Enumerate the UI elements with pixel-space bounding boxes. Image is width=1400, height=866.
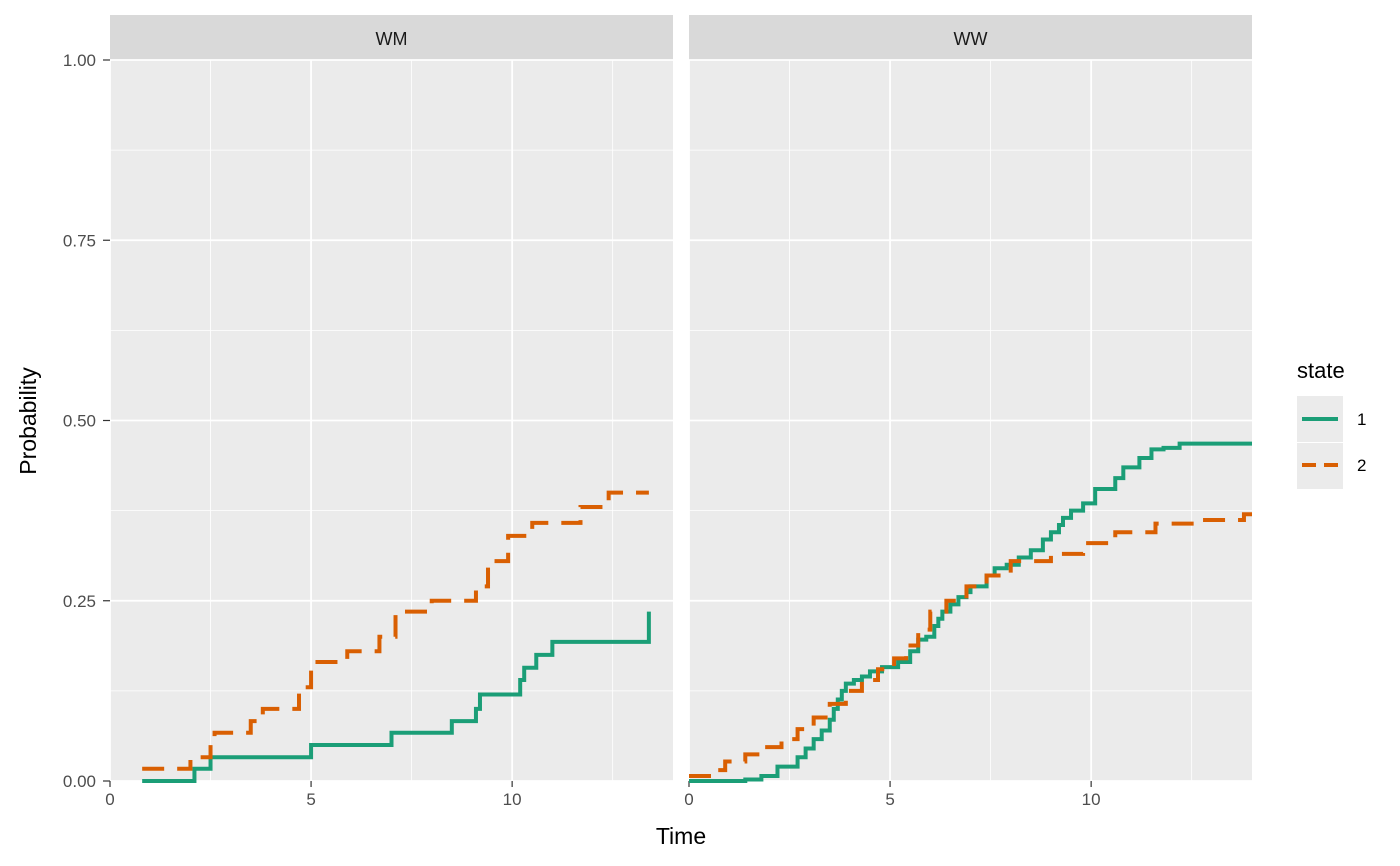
panel-wm: WM 0 5 10 [105, 15, 673, 809]
x-axis-title: Time [656, 823, 706, 849]
series-2-step-line [689, 512, 1252, 778]
x-tick-label: 5 [306, 790, 315, 809]
y-tick-label: 0.50 [63, 412, 96, 431]
strip-background [689, 15, 1252, 60]
y-axis-tick-labels: 0.00 0.25 0.50 0.75 1.00 [63, 51, 110, 791]
y-tick-label: 1.00 [63, 51, 96, 70]
strip-label: WW [954, 29, 988, 49]
strip-background [110, 15, 673, 60]
x-tick-label: 10 [1082, 790, 1101, 809]
series-2-step-line [142, 490, 649, 771]
legend-label-2: 2 [1357, 456, 1366, 475]
x-tick-label: 0 [105, 790, 114, 809]
y-axis-title: Probability [15, 367, 41, 475]
legend-title: state [1297, 358, 1345, 383]
series-1-step-line [689, 441, 1252, 783]
panel-ww: WW 0 5 10 [684, 15, 1252, 809]
y-tick-label: 0.75 [63, 231, 96, 250]
x-tick-label: 0 [684, 790, 693, 809]
x-tick-label: 10 [503, 790, 522, 809]
legend-label-1: 1 [1357, 410, 1366, 429]
y-tick-label: 0.25 [63, 592, 96, 611]
y-tick-label: 0.00 [63, 772, 96, 791]
strip-label: WM [376, 29, 408, 49]
legend: state 1 2 [1297, 358, 1366, 489]
x-tick-label: 5 [885, 790, 894, 809]
